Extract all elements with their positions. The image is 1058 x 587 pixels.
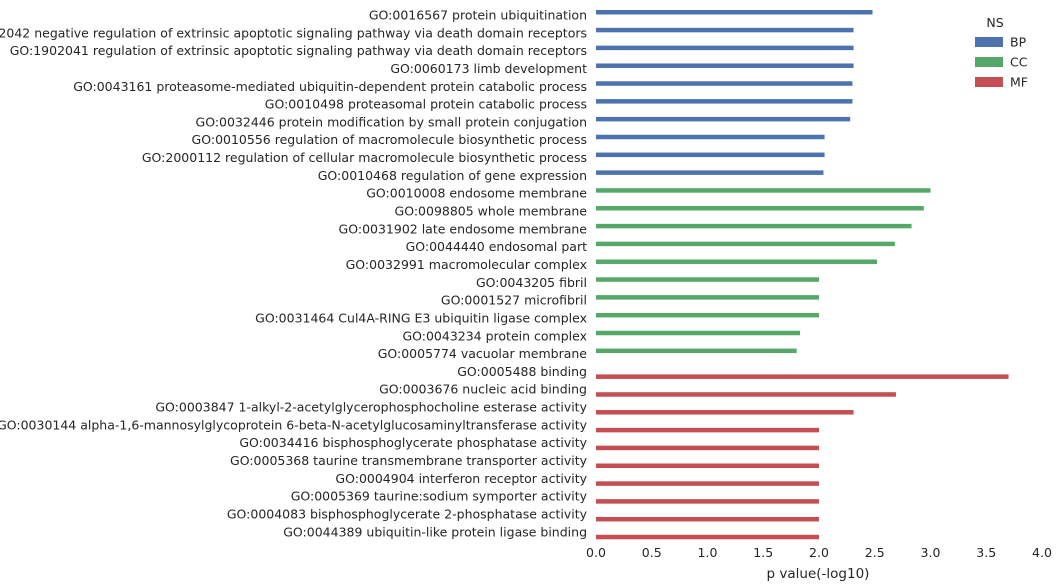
bar-cc bbox=[596, 330, 801, 336]
category-label: GO:0001527 microfibril bbox=[441, 293, 587, 308]
bar-mf bbox=[596, 427, 819, 433]
bar-cc bbox=[596, 188, 931, 193]
bar-bp bbox=[596, 134, 825, 140]
bar-bp bbox=[596, 116, 851, 122]
category-label: GO:1902042 negative regulation of extrin… bbox=[0, 25, 587, 40]
bar-cc bbox=[596, 223, 912, 229]
legend-swatch-mf bbox=[975, 77, 1003, 87]
bar-mf bbox=[596, 374, 1009, 379]
x-axis-title: p value(-log10) bbox=[767, 566, 870, 582]
x-tick-label: 0.5 bbox=[642, 545, 662, 560]
bar-mf bbox=[596, 410, 854, 415]
category-label: GO:0032991 macromolecular complex bbox=[346, 257, 587, 272]
category-label: GO:0005369 taurine:sodium symporter acti… bbox=[291, 489, 588, 504]
bar-mf bbox=[596, 481, 819, 486]
legend: NS BP CC MF bbox=[975, 15, 1028, 90]
category-label: GO:0031464 Cul4A-RING E3 ubiquitin ligas… bbox=[255, 310, 587, 325]
category-label: GO:0004904 interferon receptor activity bbox=[335, 471, 587, 486]
legend-swatch-cc bbox=[975, 57, 1003, 67]
category-labels: GO:0016567 protein ubiquitination GO:1902… bbox=[0, 8, 588, 540]
bar-cc bbox=[596, 206, 924, 211]
category-label: GO:0043161 proteasome-mediated ubiquitin… bbox=[73, 79, 587, 94]
category-label: GO:1902041 regulation of extrinsic apopt… bbox=[10, 43, 587, 58]
category-label: GO:0005488 binding bbox=[457, 364, 587, 379]
bar-mf bbox=[596, 445, 819, 451]
category-label: GO:0031902 late endosome membrane bbox=[339, 221, 588, 236]
category-label: GO:0044389 ubiquitin-like protein ligase… bbox=[283, 524, 587, 539]
bar-cc bbox=[596, 241, 895, 247]
category-label: GO:0010468 regulation of gene expression bbox=[318, 168, 587, 183]
bar-mf bbox=[596, 534, 819, 540]
legend-label-bp: BP bbox=[1010, 35, 1027, 50]
category-label: GO:0098805 whole membrane bbox=[395, 204, 588, 219]
bar-cc bbox=[596, 295, 819, 300]
legend-swatch-bp bbox=[975, 37, 1003, 47]
category-label: GO:0044440 endosomal part bbox=[406, 239, 588, 254]
category-label: GO:0003676 nucleic acid binding bbox=[379, 382, 587, 397]
category-label: GO:0030144 alpha-1,6-mannosylglycoprotei… bbox=[0, 417, 588, 432]
category-label: GO:0043205 fibril bbox=[476, 275, 587, 290]
bar-mf bbox=[596, 392, 896, 397]
x-tick-label: 4.0 bbox=[1032, 545, 1052, 560]
bar-cc bbox=[596, 259, 877, 264]
x-tick-label: 1.0 bbox=[698, 545, 718, 560]
category-label: GO:0010556 regulation of macromolecule b… bbox=[192, 132, 587, 147]
category-label: GO:0032446 protein modification by small… bbox=[196, 114, 587, 129]
bar-bp bbox=[596, 45, 854, 51]
bar-bp bbox=[596, 10, 873, 15]
x-tick-label: 1.5 bbox=[753, 545, 773, 560]
x-tick-label: 2.0 bbox=[809, 545, 829, 560]
bars bbox=[596, 10, 1009, 540]
bar-bp bbox=[596, 27, 854, 33]
bar-bp bbox=[596, 63, 854, 68]
bar-bp bbox=[596, 81, 853, 86]
bar-bp bbox=[596, 152, 825, 158]
bar-bp bbox=[596, 99, 853, 104]
bar-cc bbox=[596, 348, 797, 354]
bar-cc bbox=[596, 312, 819, 318]
category-label: GO:0043234 protein complex bbox=[402, 328, 587, 343]
x-tick-label: 3.0 bbox=[921, 545, 941, 560]
category-label: GO:2000112 regulation of cellular macrom… bbox=[142, 150, 587, 165]
category-label: GO:0010498 proteasomal protein catabolic… bbox=[265, 97, 587, 112]
category-label: GO:0004083 bisphosphoglycerate 2-phospha… bbox=[227, 506, 588, 521]
x-tick-label: 2.5 bbox=[865, 545, 885, 560]
category-label: GO:0003847 1-alkyl-2-acetylglycerophosph… bbox=[155, 400, 587, 415]
category-label: GO:0005368 taurine transmembrane transpo… bbox=[230, 453, 588, 468]
bar-cc bbox=[596, 277, 819, 282]
category-label: GO:0010008 endosome membrane bbox=[366, 186, 587, 201]
category-label: GO:0016567 protein ubiquitination bbox=[369, 8, 587, 23]
x-tick-label: 3.5 bbox=[976, 545, 996, 560]
x-axis: 0.0 0.5 1.0 1.5 2.0 2.5 3.0 3.5 4.0 bbox=[586, 545, 1052, 560]
legend-label-mf: MF bbox=[1010, 75, 1028, 90]
bar-mf bbox=[596, 463, 819, 468]
category-label: GO:0034416 bisphosphoglycerate phosphata… bbox=[239, 435, 587, 450]
bar-mf bbox=[596, 516, 819, 522]
legend-title: NS bbox=[986, 15, 1003, 30]
category-label: GO:0005774 vacuolar membrane bbox=[378, 346, 588, 361]
legend-label-cc: CC bbox=[1010, 55, 1028, 70]
bar-mf bbox=[596, 499, 819, 504]
category-label: GO:0060173 limb development bbox=[390, 61, 587, 76]
bar-bp bbox=[596, 170, 824, 175]
x-tick-label: 0.0 bbox=[586, 545, 606, 560]
